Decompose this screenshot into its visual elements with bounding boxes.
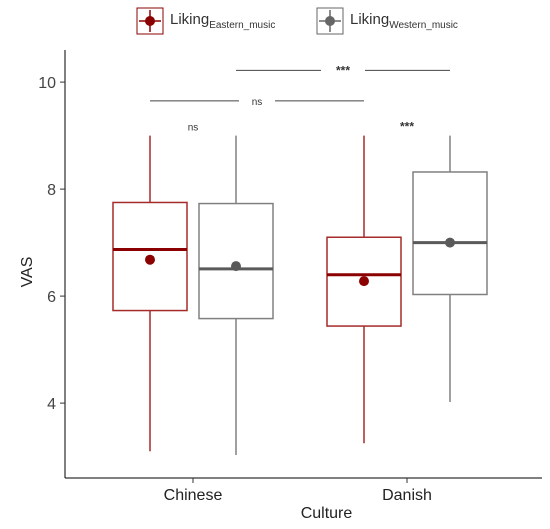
y-tick-label: 6: [47, 289, 56, 306]
y-axis-title: VAS: [19, 257, 36, 288]
legend-item-eastern: LikingEastern_music: [136, 6, 275, 36]
x-axis-title: Culture: [301, 505, 353, 522]
sig-label-between-0: ns: [252, 97, 263, 108]
x-tick-label-chinese: Chinese: [164, 487, 223, 504]
legend-key-eastern-icon: [136, 7, 164, 35]
sig-label-within-chinese: ns: [188, 122, 199, 133]
box-western-danish: [412, 171, 488, 296]
legend-item-western: LikingWestern_music: [316, 6, 458, 36]
mean-point-eastern-danish: [359, 276, 369, 287]
x-tick-label-danish: Danish: [382, 487, 432, 504]
y-tick-label: 4: [47, 396, 56, 413]
legend-label-eastern: LikingEastern_music: [170, 11, 276, 31]
y-tick-label: 10: [38, 75, 56, 92]
box-eastern-chinese: [112, 201, 188, 312]
mean-point-western-danish: [445, 237, 455, 248]
legend-label-western: LikingWestern_music: [350, 11, 458, 31]
box-eastern-danish: [326, 236, 402, 327]
mean-point-western-chinese: [231, 261, 241, 272]
sig-label-between-1: ***: [336, 63, 350, 77]
sig-label-within-danish: ***: [400, 119, 414, 133]
legend-key-western-icon: [316, 7, 344, 35]
box-western-chinese: [198, 202, 274, 320]
legend: LikingEastern_music LikingWestern_music: [0, 6, 550, 36]
mean-point-eastern-chinese: [145, 254, 155, 265]
y-tick-label: 8: [47, 182, 56, 199]
